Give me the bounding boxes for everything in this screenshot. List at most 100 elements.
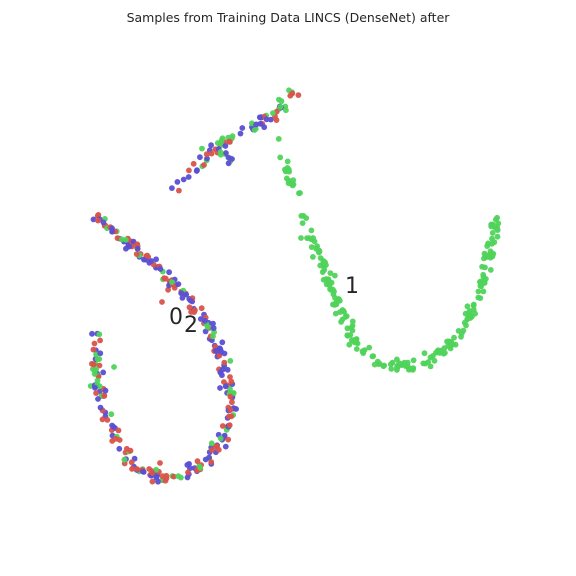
data-point-green — [341, 309, 347, 315]
data-point-red — [198, 305, 205, 312]
data-point-green — [495, 220, 502, 227]
data-point-green — [361, 347, 368, 353]
data-point-red — [133, 251, 140, 257]
data-point-green — [290, 177, 297, 184]
data-point-green — [308, 227, 315, 234]
data-point-green — [276, 96, 282, 103]
data-point-red — [186, 167, 192, 174]
data-point-red — [228, 378, 235, 385]
data-point-red — [186, 304, 193, 311]
data-point-green — [227, 386, 233, 392]
data-point-green — [277, 154, 284, 161]
data-point-red — [227, 374, 233, 380]
data-point-red — [165, 286, 172, 293]
data-point-green — [370, 353, 377, 359]
data-point-green — [217, 151, 224, 158]
data-point-blue — [233, 406, 240, 412]
data-point-green — [447, 343, 454, 349]
data-point-green — [349, 318, 356, 325]
data-point-green — [339, 316, 346, 323]
data-point-green — [366, 344, 373, 351]
data-point-green — [332, 272, 338, 279]
data-point-green — [489, 240, 495, 247]
data-point-green — [118, 236, 125, 243]
data-point-green — [353, 346, 360, 352]
data-point-green — [469, 313, 475, 320]
data-point-red — [101, 393, 108, 399]
data-point-blue — [180, 176, 187, 183]
data-point-green — [94, 356, 101, 362]
data-point-red — [190, 160, 197, 167]
data-point-red — [295, 92, 302, 98]
data-point-green — [310, 235, 316, 241]
data-point-blue — [261, 124, 268, 131]
data-point-green — [297, 190, 303, 196]
data-point-green — [285, 180, 292, 187]
data-point-blue — [208, 142, 215, 149]
data-point-green — [229, 133, 236, 140]
data-point-blue — [153, 474, 160, 481]
data-point-red — [209, 447, 215, 453]
data-point-green — [480, 288, 487, 295]
data-point-blue — [100, 219, 107, 226]
data-point-green — [218, 137, 225, 144]
data-point-blue — [202, 317, 208, 324]
data-point-green — [494, 214, 500, 221]
data-point-blue — [183, 291, 190, 298]
data-point-red — [219, 423, 226, 429]
data-point-green — [208, 440, 215, 447]
data-point-green — [475, 294, 482, 301]
data-point-green — [169, 279, 175, 285]
data-point-green — [346, 341, 353, 348]
data-point-red — [134, 466, 140, 472]
data-point-blue — [110, 424, 117, 430]
data-point-blue — [175, 281, 182, 287]
data-point-green — [475, 288, 482, 295]
data-point-red — [149, 478, 156, 485]
data-point-green — [322, 259, 328, 266]
data-point-blue — [95, 396, 101, 402]
data-point-red — [203, 151, 210, 158]
data-point-blue — [109, 225, 115, 232]
data-point-blue — [187, 297, 194, 304]
data-point-green — [284, 158, 291, 165]
data-point-red — [129, 466, 135, 472]
data-point-green — [283, 107, 289, 114]
data-point-green — [464, 315, 471, 322]
data-point-green — [396, 360, 402, 367]
data-point-red — [128, 459, 135, 466]
data-point-green — [270, 110, 276, 116]
data-point-red — [149, 470, 156, 476]
data-point-green — [478, 283, 484, 290]
data-point-green — [470, 301, 477, 308]
cluster-label-2: 2 — [184, 313, 198, 338]
data-point-red — [93, 390, 99, 396]
data-point-green — [199, 145, 205, 152]
data-points — [87, 87, 502, 485]
data-point-green — [482, 264, 488, 271]
data-point-green — [494, 233, 501, 240]
data-point-blue — [174, 179, 181, 185]
data-point-red — [215, 446, 222, 453]
data-point-green — [480, 271, 487, 278]
data-point-blue — [166, 269, 173, 276]
data-point-blue — [157, 266, 164, 272]
cluster-label-0: 0 — [169, 305, 183, 330]
data-point-red — [225, 436, 232, 443]
data-point-green — [431, 357, 438, 364]
data-point-blue — [253, 121, 260, 128]
data-point-blue — [140, 468, 147, 475]
data-point-green — [217, 435, 224, 442]
data-point-blue — [239, 125, 246, 131]
data-point-green — [464, 303, 471, 310]
data-point-red — [170, 473, 177, 480]
data-point-blue — [217, 385, 223, 391]
data-point-red — [96, 362, 103, 369]
data-point-green — [298, 235, 304, 241]
data-point-red — [229, 399, 235, 406]
data-point-blue — [222, 443, 229, 450]
data-point-green — [320, 276, 327, 283]
data-point-green — [489, 230, 496, 236]
chart-title: Samples from Training Data LINCS (DenseN… — [127, 10, 451, 25]
data-point-blue — [267, 116, 274, 123]
